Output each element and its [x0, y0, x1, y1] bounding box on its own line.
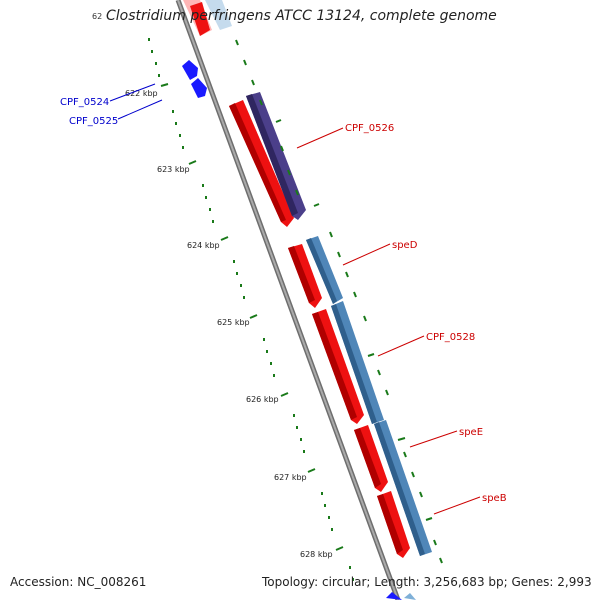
tick-label-623: 623 kbp	[157, 165, 190, 174]
tick-label-626: 626 kbp	[246, 395, 279, 404]
gene-label-cpf-0528[interactable]: CPF_0528	[426, 332, 475, 343]
cds-forward-track	[229, 100, 410, 558]
gene-label-cpf-0524[interactable]: CPF_0524	[60, 97, 109, 108]
genome-summary-text: Topology: circular; Length: 3,256,683 bp…	[262, 575, 592, 589]
gene-label-speD[interactable]: speD	[392, 240, 418, 251]
gene-arrow-cpf-0524	[182, 60, 198, 80]
gene-arrow-cpf-0525	[191, 78, 207, 98]
tick-marks-major	[160, 83, 344, 551]
tick-label-628: 628 kbp	[300, 550, 333, 559]
tick-label-624: 624 kbp	[187, 241, 220, 250]
tick-label-627: 627 kbp	[274, 473, 307, 482]
tick-label-622: 622 kbp	[125, 89, 158, 98]
gene-label-cpf-0525[interactable]: CPF_0525	[69, 116, 118, 127]
tick-dots-right	[235, 39, 443, 564]
gene-label-speB[interactable]: speB	[482, 493, 507, 504]
tick-label-625: 625 kbp	[217, 318, 250, 327]
gene-label-speE[interactable]: speE	[459, 427, 483, 438]
genome-title: Clostridium perfringens ATCC 13124, comp…	[106, 8, 497, 24]
gene-arrow-top-solid	[190, 2, 210, 36]
gene-label-cpf-0526[interactable]: CPF_0526	[345, 123, 394, 134]
feature-track	[246, 92, 432, 556]
leader-lines	[109, 83, 481, 515]
accession-text: Accession: NC_008261	[10, 575, 147, 589]
cut-tick-label: 62	[92, 12, 103, 21]
tick-dots-left	[148, 38, 354, 581]
gene-arrow-bottom-partial	[386, 592, 402, 600]
